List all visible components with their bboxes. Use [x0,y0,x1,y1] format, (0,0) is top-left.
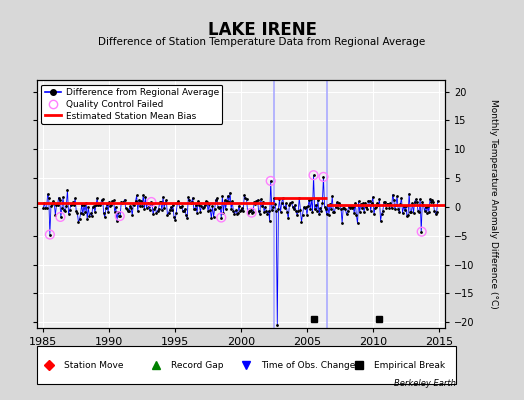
Point [56,214,64,220]
Point [247,210,256,216]
Point [267,178,275,184]
Point [116,213,124,219]
Text: Berkeley Earth: Berkeley Earth [394,379,456,388]
Point [46,231,54,238]
Legend: Difference from Regional Average, Quality Control Failed, Estimated Station Mean: Difference from Regional Average, Qualit… [41,84,222,124]
Y-axis label: Monthly Temperature Anomaly Difference (°C): Monthly Temperature Anomaly Difference (… [489,99,498,309]
Point [418,228,426,235]
FancyBboxPatch shape [37,346,456,384]
Text: Difference of Station Temperature Data from Regional Average: Difference of Station Temperature Data f… [99,37,425,47]
Text: Station Move: Station Move [64,360,124,370]
Text: Empirical Break: Empirical Break [374,360,445,370]
Text: LAKE IRENE: LAKE IRENE [208,21,316,39]
Point [319,174,328,180]
Text: Time of Obs. Change: Time of Obs. Change [261,360,355,370]
Point [147,199,156,205]
Text: Record Gap: Record Gap [171,360,223,370]
Point [309,172,318,178]
Point [217,214,225,221]
